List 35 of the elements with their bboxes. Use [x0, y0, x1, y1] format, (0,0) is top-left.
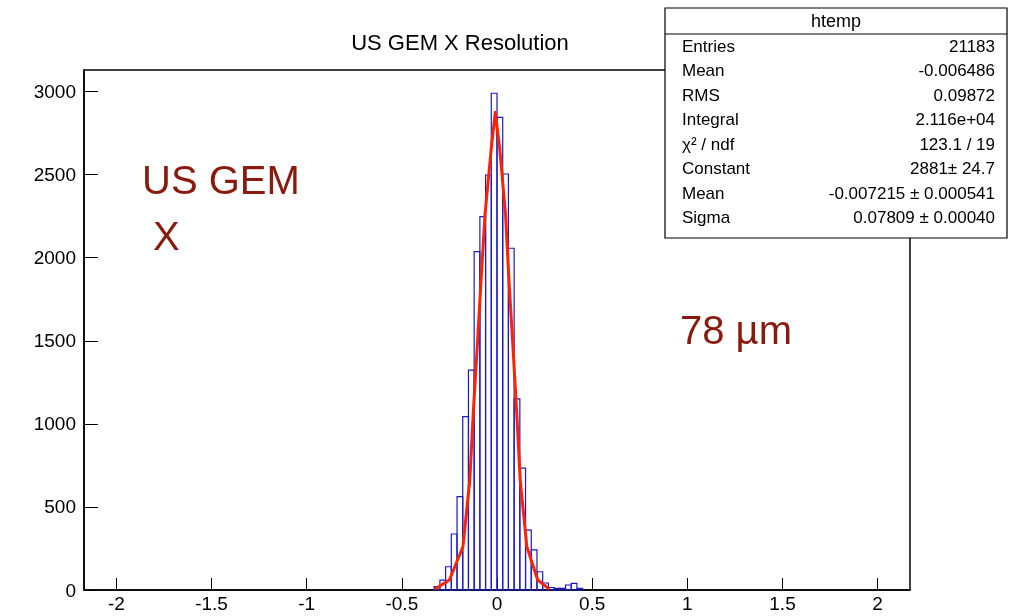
y-tick-label: 2000	[33, 247, 76, 269]
annotation: RMS	[682, 85, 720, 105]
x-tick-label: 2	[872, 593, 883, 614]
annotation: 78 µm	[680, 308, 792, 352]
annotation: Constant	[682, 159, 751, 178]
annotation: Mean	[682, 183, 725, 203]
annotation: -0.007215 ± 0.000541	[828, 183, 995, 203]
text: 0.09872	[933, 85, 995, 105]
annotation: Mean	[682, 61, 725, 80]
text: Entries	[682, 36, 735, 56]
annotation: χ² / ndf	[682, 134, 735, 154]
x-tick-label: 1.5	[769, 593, 796, 614]
annotation: 2881± 24.7	[910, 159, 995, 178]
x-tick-label: -1	[298, 593, 316, 614]
x-tick-label: 1	[682, 593, 693, 614]
y-tick-label: 3000	[33, 81, 76, 103]
annotation: 0.07809 ± 0.00040	[853, 208, 995, 227]
annotation: Sigma	[682, 208, 731, 227]
text: 123.1 / 19	[919, 134, 995, 154]
y-tick-label: 2500	[33, 164, 76, 186]
chart-title: US GEM X Resolution	[351, 29, 569, 55]
text: 21183	[948, 36, 995, 56]
y-tick-label: 1000	[33, 413, 76, 435]
x-tick-label: 0	[491, 593, 503, 614]
x-tick-label: -0.5	[385, 593, 419, 614]
x-tick-label: 0.5	[578, 593, 606, 614]
annotation: Integral	[682, 110, 739, 129]
text: 2.116e+04	[915, 110, 995, 129]
x-tick-label: -2	[107, 593, 125, 614]
annotation: US GEM X	[142, 158, 300, 258]
y-tick-label: 500	[44, 496, 76, 518]
text: -0.006486	[918, 61, 995, 80]
x-tick-label: -1.5	[195, 593, 228, 614]
y-tick-label: 1500	[33, 330, 76, 352]
text: htemp	[810, 11, 862, 31]
